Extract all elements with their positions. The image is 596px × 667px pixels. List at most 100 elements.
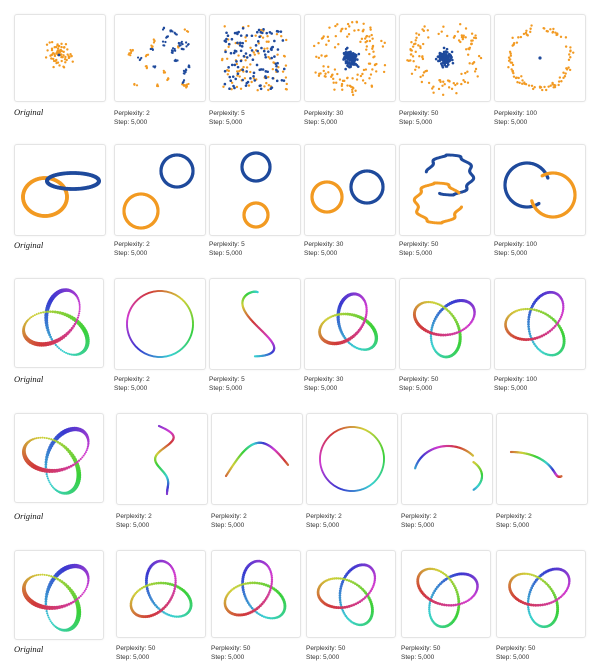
data-point: [440, 30, 443, 33]
data-point: [441, 93, 445, 97]
data-point: [282, 79, 286, 82]
data-point: [250, 80, 253, 84]
data-point: [277, 66, 280, 69]
data-point: [227, 42, 231, 46]
data-point: [560, 475, 563, 478]
step-label: Step: 5,000: [114, 385, 148, 392]
data-point: [347, 52, 351, 55]
data-point: [533, 337, 537, 340]
data-point: [271, 67, 275, 71]
data-point: [245, 56, 249, 59]
data-point: [364, 317, 367, 321]
original-plot: [22, 288, 90, 356]
data-point: [373, 577, 377, 580]
data-point: [414, 50, 417, 54]
data-point: [371, 586, 374, 589]
data-point: [470, 39, 473, 42]
data-point: [330, 74, 334, 77]
data-point: [527, 315, 531, 319]
tsne-plot: [319, 426, 385, 492]
data-point: [341, 609, 345, 612]
data-point: [255, 611, 259, 614]
data-point: [245, 70, 248, 73]
data-point: [174, 59, 178, 63]
data-point: [517, 76, 520, 80]
data-point: [559, 317, 562, 321]
data-point: [64, 43, 68, 46]
data-point: [439, 333, 443, 337]
data-point: [246, 80, 250, 84]
data-point: [461, 37, 465, 41]
data-point: [238, 44, 242, 47]
data-point: [464, 36, 467, 39]
data-point: [431, 323, 434, 327]
data-point: [352, 603, 356, 607]
perplexity-label: Perplexity: 5: [209, 110, 245, 117]
data-point: [410, 41, 413, 44]
data-point: [270, 576, 274, 580]
data-point: [87, 440, 90, 443]
data-point: [471, 454, 475, 457]
data-point: [44, 460, 48, 464]
original-label: Original: [14, 374, 44, 384]
data-point: [368, 39, 372, 43]
tsne-plot: [129, 559, 193, 619]
data-point: [173, 31, 176, 34]
data-point: [78, 596, 81, 599]
data-point: [241, 68, 244, 72]
data-point: [474, 67, 478, 71]
data-point: [361, 79, 365, 82]
data-point: [241, 41, 244, 45]
data-point: [148, 594, 151, 597]
data-point: [508, 50, 512, 54]
data-point: [359, 40, 362, 44]
data-point: [428, 604, 431, 607]
data-point: [552, 326, 555, 330]
data-point: [548, 329, 552, 333]
data-point: [542, 311, 545, 315]
data-point: [528, 307, 532, 311]
data-point: [157, 607, 160, 610]
data-point: [441, 54, 444, 57]
data-point: [352, 55, 356, 58]
tsne-plot: [412, 153, 476, 225]
data-point: [78, 459, 81, 462]
data-point: [173, 575, 177, 578]
data-point: [373, 63, 377, 67]
data-point: [166, 35, 170, 38]
data-point: [446, 34, 449, 38]
data-point: [369, 28, 372, 31]
data-point: [512, 75, 516, 78]
data-point: [273, 39, 276, 43]
data-point: [521, 82, 524, 85]
data-point: [68, 353, 71, 356]
data-point: [569, 49, 572, 52]
data-point: [233, 86, 236, 90]
data-point: [269, 586, 273, 590]
data-point: [155, 581, 158, 585]
data-point: [237, 30, 240, 34]
data-point: [244, 39, 248, 43]
data-point: [254, 44, 258, 47]
data-point: [364, 315, 368, 319]
data-point: [442, 50, 446, 54]
data-point: [86, 584, 89, 587]
data-point: [48, 481, 51, 484]
data-point: [447, 63, 450, 66]
data-point: [46, 310, 50, 313]
data-point: [49, 335, 52, 339]
data-point: [56, 577, 60, 581]
data-point: [37, 312, 40, 315]
data-point: [441, 333, 445, 337]
data-point: [355, 21, 359, 24]
data-point: [50, 575, 53, 578]
data-point: [507, 56, 511, 59]
step-label: Step: 5,000: [496, 522, 530, 529]
tsne-plot: [154, 424, 175, 496]
data-point: [175, 615, 178, 618]
data-point: [572, 51, 575, 54]
data-point: [259, 613, 262, 617]
data-point: [249, 63, 252, 66]
data-point: [154, 603, 157, 607]
data-point: [569, 46, 572, 49]
